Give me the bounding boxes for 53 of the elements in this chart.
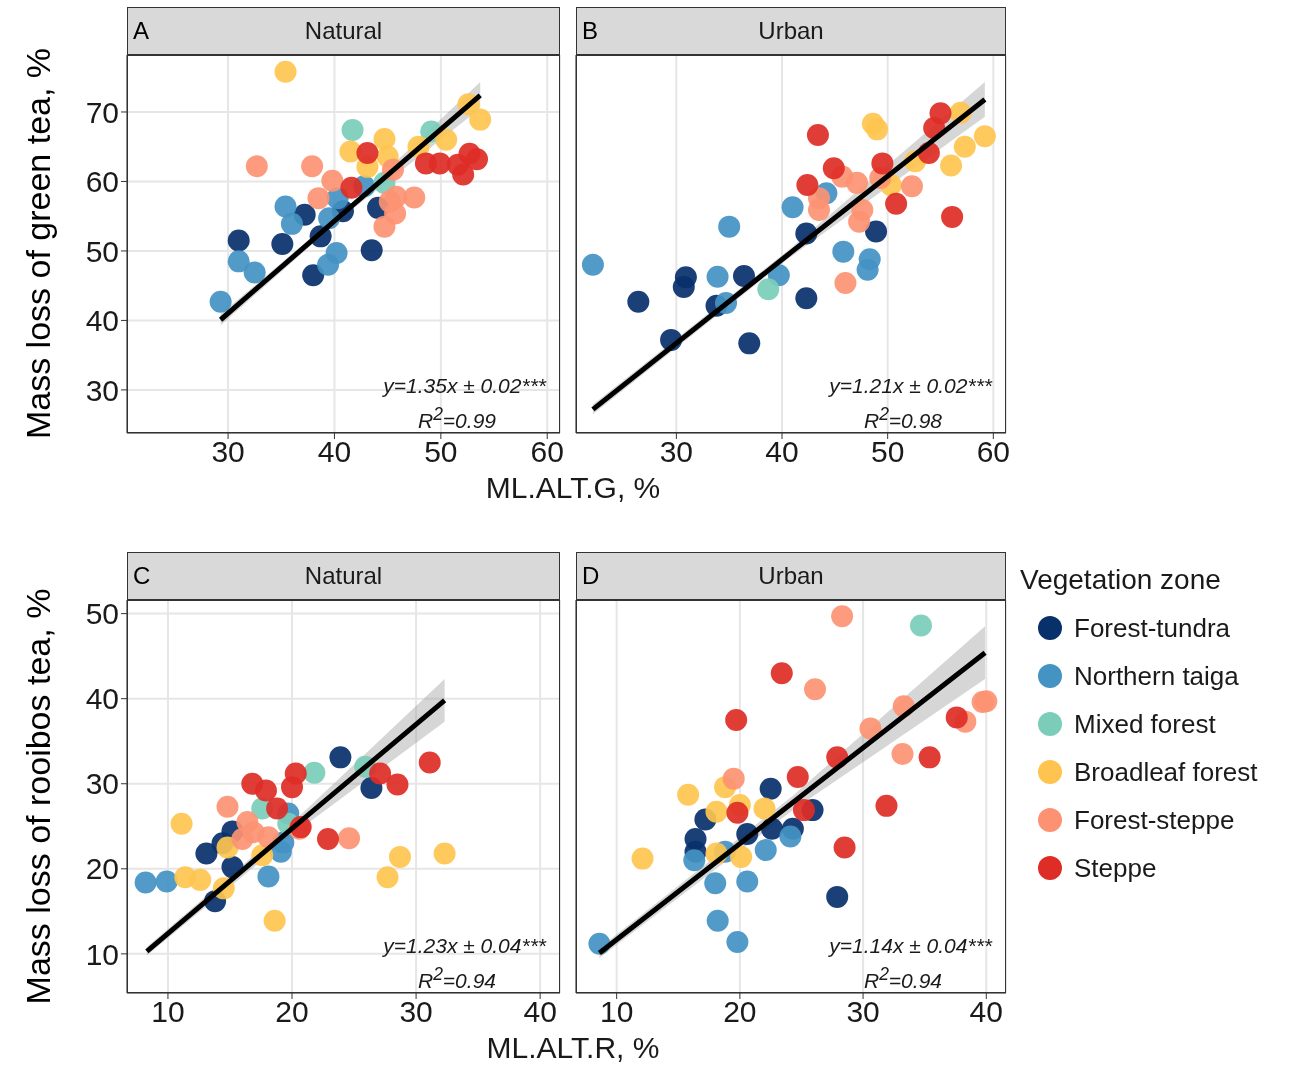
annotation: y=1.21x ± 0.02*** xyxy=(827,373,992,399)
chart-title: Natural xyxy=(304,17,383,45)
text: C xyxy=(133,562,151,590)
legend-label: Forest-tundra xyxy=(1074,612,1231,644)
y-tick-label: 70 xyxy=(85,95,119,129)
x-tick-label: 30 xyxy=(846,995,880,1029)
x-tick-label: 30 xyxy=(659,435,694,469)
y-tick-label: 40 xyxy=(85,682,119,716)
x-tick-label: 40 xyxy=(969,995,1003,1029)
legend-label: Mixed forest xyxy=(1074,708,1216,740)
y-axis-title: Mass loss of green tea, % xyxy=(18,46,58,442)
annotation: R$^{2}$=0.98 xyxy=(862,403,943,434)
legend-title: Vegetation zone xyxy=(1020,564,1222,596)
x-tick-label: 30 xyxy=(211,435,245,469)
x-tick-label: 30 xyxy=(399,995,433,1029)
x-tick-label: 40 xyxy=(765,435,799,469)
annotation: y=1.35x ± 0.02*** xyxy=(381,373,546,399)
annotation: R$^{2}$=0.94 xyxy=(862,963,943,994)
annotation: y=1.14x ± 0.04*** xyxy=(827,933,992,959)
x-tick-label: 50 xyxy=(870,435,905,469)
legend-label: Steppe xyxy=(1074,852,1157,884)
y-tick-label: 50 xyxy=(85,597,119,631)
y-tick-label: 20 xyxy=(85,852,119,886)
y-tick-label: 30 xyxy=(85,767,119,801)
x-tick-label: 20 xyxy=(275,995,309,1029)
legend-label: Northern taiga xyxy=(1074,660,1239,692)
x-tick-label: 60 xyxy=(530,435,564,469)
x-tick-label: 10 xyxy=(599,995,634,1029)
x-tick-label: 20 xyxy=(723,995,757,1029)
legend-label: Forest-steppe xyxy=(1074,804,1235,836)
y-tick-label: 30 xyxy=(85,373,119,407)
x-tick-label: 40 xyxy=(523,995,557,1029)
y-tick-label: 50 xyxy=(85,234,119,268)
chart-title: Urban xyxy=(758,17,824,45)
annotation: R$^{2}$=0.94 xyxy=(416,963,497,994)
annotation: y=1.23x ± 0.04*** xyxy=(381,933,546,959)
chart-title: Urban xyxy=(758,562,824,590)
x-tick-label: 10 xyxy=(151,995,185,1029)
text: B xyxy=(582,17,599,45)
chart-title: Natural xyxy=(304,562,383,590)
x-tick-label: 40 xyxy=(317,435,352,469)
x-axis-title: ML.ALT.G, % xyxy=(484,471,662,505)
x-tick-label: 50 xyxy=(424,435,458,469)
legend-label: Broadleaf forest xyxy=(1074,756,1258,788)
y-tick-label: 40 xyxy=(85,304,119,338)
y-tick-label: 10 xyxy=(85,937,119,971)
x-tick-label: 60 xyxy=(976,435,1011,469)
text: A xyxy=(133,17,150,45)
x-axis-title: ML.ALT.R, % xyxy=(485,1031,661,1065)
y-tick-label: 60 xyxy=(85,165,119,199)
text: D xyxy=(582,562,600,590)
y-axis-title: Mass loss of rooibos tea, % xyxy=(18,587,58,1006)
annotation: R$^{2}$=0.99 xyxy=(416,403,497,434)
